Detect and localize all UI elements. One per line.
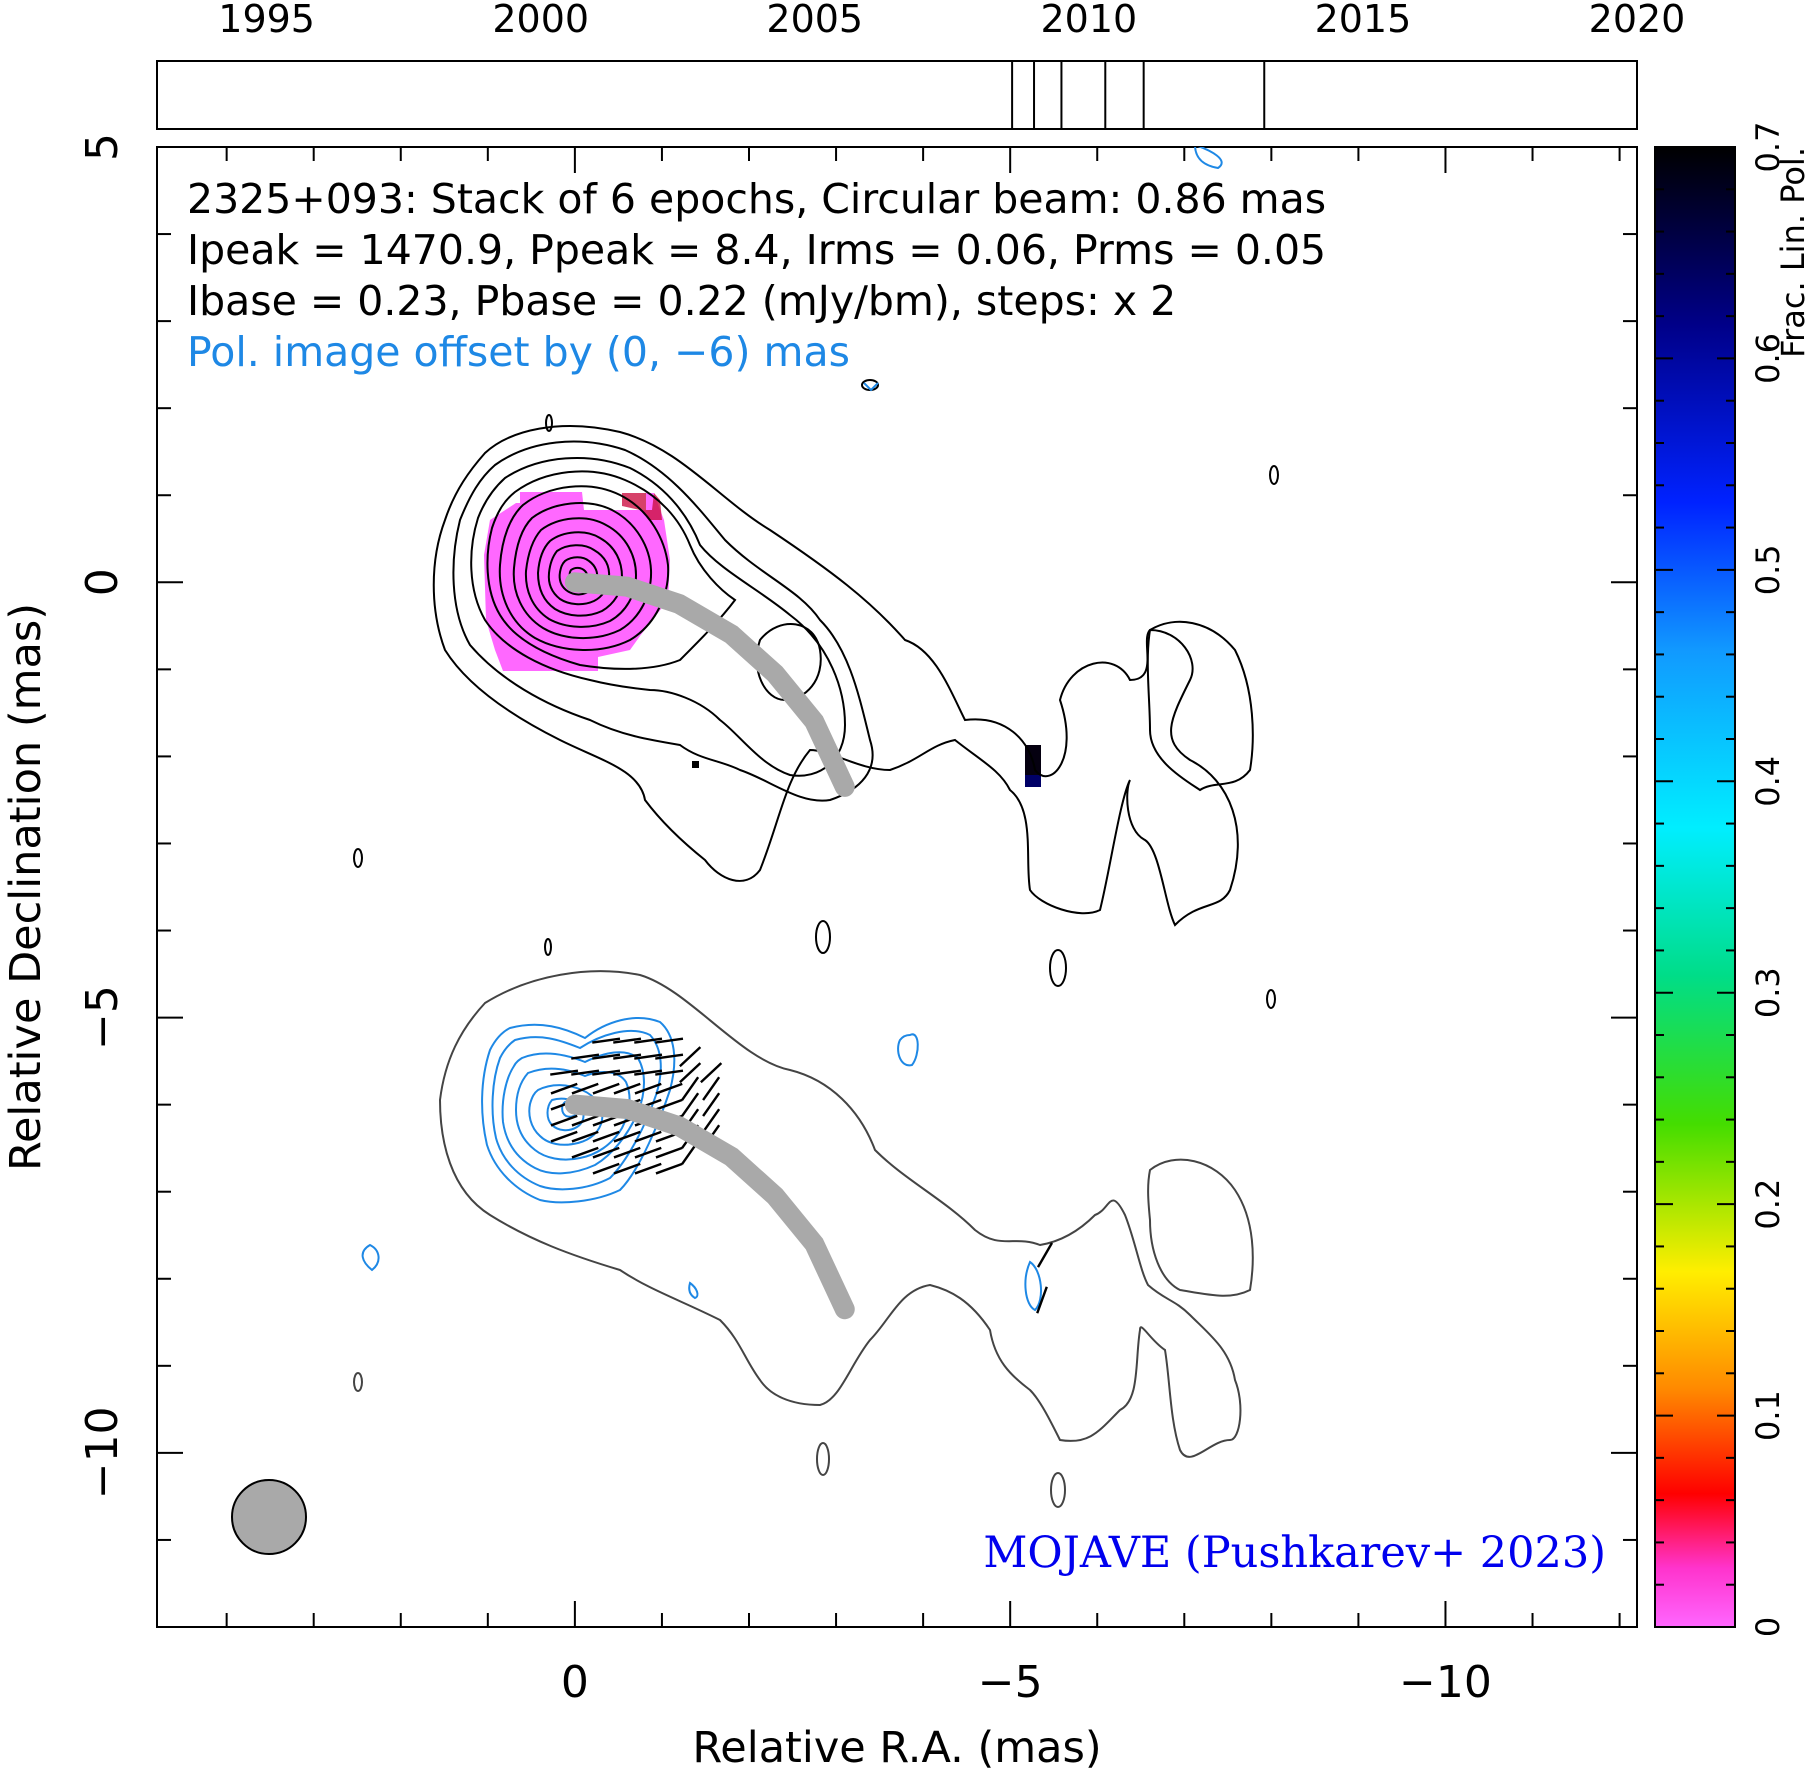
evpa-stick — [634, 1146, 662, 1159]
evpa-stick — [571, 1082, 599, 1095]
evpa-stick — [550, 1130, 578, 1143]
epoch-year-label: 2010 — [1040, 0, 1137, 41]
evpa-stick — [655, 1098, 683, 1111]
evpa-stick — [634, 1082, 662, 1095]
evpa-stick — [613, 1146, 641, 1159]
pol-contours — [361, 147, 1223, 1312]
evpa-stick — [550, 1114, 578, 1127]
evpa-stick — [571, 1146, 599, 1159]
pol-offset-note: Pol. image offset by (0, −6) mas — [187, 328, 850, 376]
intensity-contours — [353, 379, 1279, 1009]
evpa-stick — [655, 1037, 684, 1044]
colorbar: 0 0.1 0.2 0.3 0.4 0.5 0.6 0.7 Frac. Lin. Pol. — [1654, 122, 1812, 1637]
evpa-stick — [592, 1037, 621, 1044]
evpa-stick — [1036, 1242, 1054, 1268]
colorbar-tick-label: 0 — [1749, 1617, 1787, 1637]
colorbar-tick-label: 0.2 — [1749, 1179, 1787, 1230]
evpa-stick — [592, 1069, 621, 1076]
evpa-stick — [592, 1146, 620, 1159]
evpa-stick — [655, 1053, 684, 1060]
x-axis-label: Relative R.A. (mas) — [692, 1723, 1101, 1773]
colorbar-tick-label: 0.4 — [1749, 756, 1787, 807]
colorbar-tick-label: 0.5 — [1749, 544, 1787, 595]
plot-area — [156, 146, 1638, 1628]
colorbar-tick-label: 0.1 — [1749, 1390, 1787, 1441]
evpa-stick — [655, 1069, 684, 1076]
ridgeline-bottom — [564, 1094, 855, 1320]
evpa-stick — [613, 1082, 641, 1095]
evpa-stick — [571, 1114, 599, 1127]
colorbar-tick-label: 0.3 — [1749, 967, 1787, 1018]
epoch-timeline: 1995 2000 2005 2010 2015 2020 — [156, 0, 1686, 130]
evpa-stick — [702, 1108, 721, 1133]
evpa-stick — [679, 1062, 702, 1084]
small-marker — [863, 382, 879, 392]
evpa-stick — [613, 1053, 642, 1060]
contour-layer — [231, 147, 1279, 1555]
fracpol-pixels-red — [622, 493, 662, 520]
evpa-stick — [655, 1146, 683, 1159]
evpa-stick — [592, 1053, 621, 1060]
x-tick-label: 0 — [561, 1657, 589, 1708]
evpa-stick — [613, 1130, 641, 1143]
annotation-line-2: Ipeak = 1470.9, Ppeak = 8.4, Irms = 0.06… — [187, 226, 1326, 274]
evpa-stick — [655, 1082, 683, 1095]
evpa-stick — [571, 1130, 599, 1143]
base-contour — [353, 970, 1254, 1508]
evpa-stick — [634, 1037, 663, 1044]
fracpol-pixel-small — [692, 761, 699, 768]
y-axis-label: Relative Declination (mas) — [1, 603, 51, 1171]
evpa-stick — [613, 1037, 642, 1044]
ridgeline-top — [564, 572, 855, 797]
y-tick-label: −5 — [77, 985, 128, 1050]
annotation-line-1: 2325+093: Stack of 6 epochs, Circular be… — [187, 175, 1326, 223]
epoch-year-label: 2020 — [1589, 0, 1686, 41]
evpa-stick — [613, 1069, 642, 1076]
epoch-year-label: 1995 — [218, 0, 315, 41]
evpa-stick — [700, 1062, 723, 1084]
x-tick-label: −10 — [1399, 1657, 1492, 1708]
evpa-stick — [550, 1082, 578, 1095]
credit-label: MOJAVE (Pushkarev+ 2023) — [983, 1528, 1606, 1578]
colorbar-tick-label: 0.7 — [1749, 122, 1787, 173]
evpa-stick — [634, 1162, 662, 1175]
evpa-stick — [634, 1053, 663, 1060]
x-tick-label: −5 — [978, 1657, 1043, 1708]
evpa-stick — [702, 1092, 721, 1117]
colorbar-tick-label: 0.6 — [1749, 333, 1787, 384]
epoch-year-label: 2005 — [766, 0, 863, 41]
evpa-stick — [681, 1076, 700, 1101]
y-tick-label: 0 — [77, 568, 128, 596]
y-tick-label: −10 — [77, 1406, 128, 1499]
evpa-stick — [571, 1069, 600, 1076]
evpa-stick — [592, 1130, 620, 1143]
evpa-stick — [550, 1069, 579, 1076]
evpa-stick — [1036, 1286, 1048, 1314]
annotation-block: 2325+093: Stack of 6 epochs, Circular be… — [187, 175, 1606, 1578]
evpa-stick — [681, 1092, 700, 1117]
y-tick-label: 5 — [77, 133, 128, 161]
fracpol-pixel-blue — [1025, 775, 1041, 787]
evpa-stick — [613, 1162, 641, 1175]
colorbar-label: Frac. Lin. Pol. — [1774, 147, 1812, 358]
annotation-line-3: Ibase = 0.23, Pbase = 0.22 (mJy/bm), ste… — [187, 277, 1176, 325]
evpa-stick — [571, 1053, 600, 1060]
beam-circle — [231, 1479, 307, 1555]
evpa-stick — [655, 1162, 683, 1175]
evpa-stick — [679, 1046, 702, 1068]
evpa-stick — [592, 1162, 620, 1175]
evpa-stick — [702, 1076, 721, 1101]
epoch-year-label: 2015 — [1315, 0, 1412, 41]
epoch-year-label: 2000 — [492, 0, 589, 41]
evpa-stick — [634, 1069, 663, 1076]
evpa-stick — [634, 1130, 662, 1143]
evpa-stick — [592, 1082, 620, 1095]
